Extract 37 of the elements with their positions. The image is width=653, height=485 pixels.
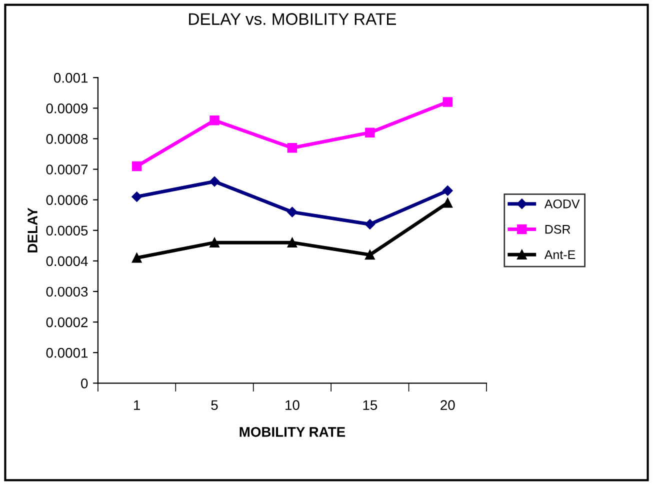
x-axis-title: MOBILITY RATE — [240, 427, 346, 437]
point — [209, 176, 220, 187]
x-tick-label: 20 — [440, 400, 455, 410]
point — [132, 192, 142, 202]
y-tick-label: 0.0004 — [46, 256, 88, 266]
point — [442, 198, 452, 208]
point — [365, 128, 375, 138]
point — [132, 161, 142, 172]
point — [442, 186, 453, 196]
x-tick-label: 5 — [211, 400, 218, 410]
y-tick-label: 0.0001 — [46, 348, 88, 358]
point — [210, 116, 220, 126]
x-tick-label: 1 — [134, 400, 140, 410]
point — [287, 143, 298, 153]
y-axis-title: DELAY — [28, 208, 38, 252]
legend-label: AODV — [544, 199, 580, 208]
y-tick-label: 0 — [81, 378, 88, 388]
point — [364, 219, 376, 230]
y-tick-label: 0.0002 — [46, 317, 88, 328]
point — [132, 253, 142, 263]
y-tick-label: 0.0006 — [46, 195, 88, 205]
point — [287, 238, 298, 248]
y-tick-label: 0.0003 — [46, 286, 88, 297]
y-tick-label: 0.0007 — [46, 164, 88, 174]
y-tick-label: 0.0005 — [46, 226, 88, 236]
y-tick-label: 0.001 — [54, 72, 88, 83]
point — [442, 97, 452, 107]
y-tick-label: 0.0008 — [46, 134, 88, 144]
chart-title: DELAY vs. MOBILITY RATE — [189, 13, 396, 25]
y-tick-label: 0.0009 — [46, 103, 88, 114]
x-tick-label: 10 — [286, 400, 300, 410]
point — [365, 250, 375, 260]
legend-label: DSR — [545, 224, 570, 234]
point — [210, 238, 220, 248]
x-tick-label: 15 — [363, 400, 378, 410]
point — [287, 206, 298, 218]
legend-label: Ant-E — [544, 250, 576, 260]
